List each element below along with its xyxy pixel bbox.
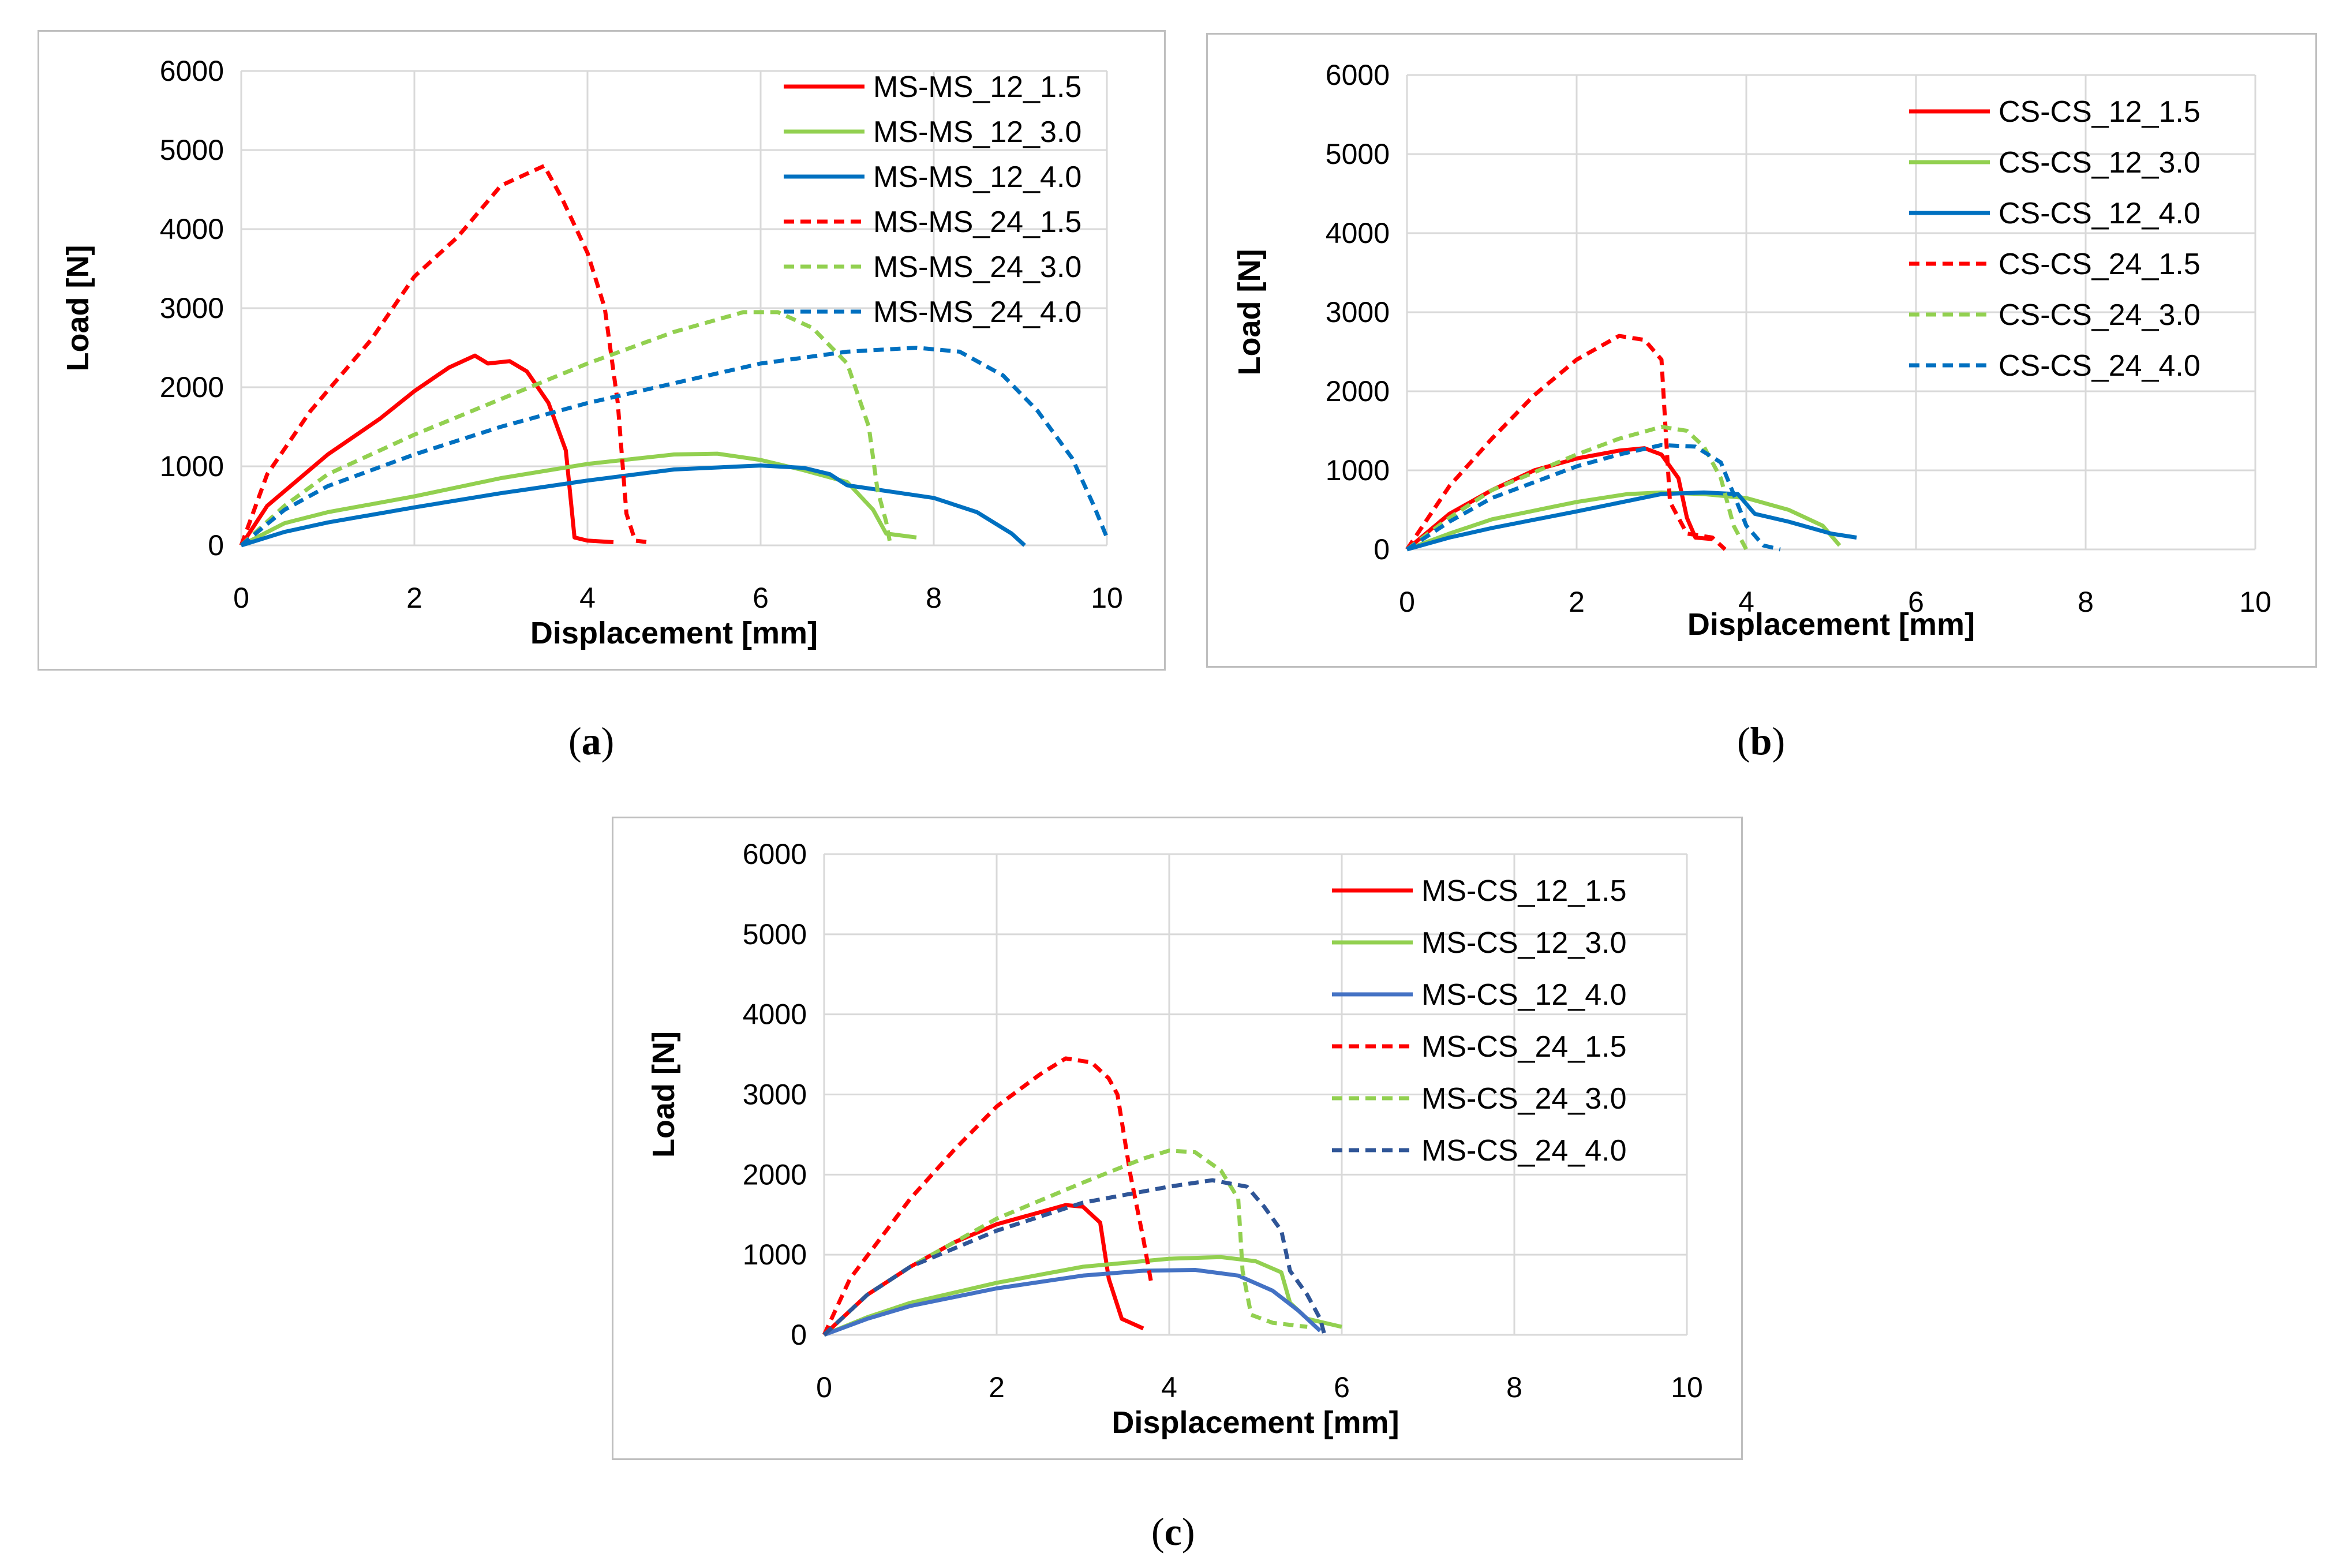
legend-entry-label: CS-CS_12_1.5 <box>1999 95 2200 129</box>
y-tick-label: 0 <box>791 1319 807 1351</box>
x-tick-label: 0 <box>233 582 249 614</box>
legend-entry-label: CS-CS_24_4.0 <box>1999 349 2200 383</box>
series-line <box>239 353 614 547</box>
x-tick-label: 10 <box>1091 582 1123 614</box>
y-tick-label: 3000 <box>743 1079 807 1111</box>
y-tick-label: 2000 <box>1326 375 1390 407</box>
series-line <box>822 1056 1154 1336</box>
series-line <box>1405 425 1749 551</box>
chart-b: 0 1000 2000 3000 4000 5000 6000 0 2 4 6 8 10 Displace… <box>1232 59 2271 642</box>
y-tick-label: 4000 <box>160 213 224 245</box>
x-axis-label: Displacement [mm] <box>1112 1405 1399 1440</box>
x-tick-label: 8 <box>926 582 942 614</box>
y-tick-label: 3000 <box>1326 296 1390 328</box>
y-tick-label: 2000 <box>160 371 224 403</box>
x-tick-label: 8 <box>2078 586 2094 618</box>
y-tick-label: 6000 <box>743 838 807 870</box>
x-tick-label: 6 <box>1334 1371 1350 1404</box>
x-tick-label: 4 <box>1161 1371 1177 1404</box>
series-line <box>822 1178 1327 1337</box>
x-tick-label: 2 <box>406 582 422 614</box>
chart-a: 0 1000 2000 3000 4000 5000 6000 0 2 4 6 8 10 Displace… <box>61 55 1123 650</box>
y-tick-label: 0 <box>1374 533 1390 566</box>
legend-entry-label: CS-CS_12_4.0 <box>1999 197 2200 230</box>
caption-a-letter: a <box>581 719 601 763</box>
y-tick-label: 6000 <box>1326 59 1390 91</box>
legend-entry-label: MS-CS_24_3.0 <box>1421 1082 1627 1116</box>
series-line <box>239 310 893 547</box>
y-tick-label: 1000 <box>743 1238 807 1271</box>
caption-c: (c) <box>1151 1510 1195 1554</box>
legend-entry-label: CS-CS_12_3.0 <box>1999 146 2200 179</box>
y-tick-label: 3000 <box>160 292 224 324</box>
y-tick-label: 0 <box>208 529 224 562</box>
x-tick-label: 4 <box>579 582 596 614</box>
caption-a: (a) <box>568 719 615 763</box>
chart-panel-a: 0 1000 2000 3000 4000 5000 6000 0 2 4 6 8 10 Displace… <box>38 30 1166 671</box>
series-line <box>823 1255 1342 1337</box>
chart-panel-b: 0 1000 2000 3000 4000 5000 6000 0 2 4 6 8 10 Displace… <box>1206 33 2317 668</box>
legend-entry-label: MS-MS_24_4.0 <box>873 295 1081 329</box>
y-tick-label: 5000 <box>160 134 224 166</box>
series-line <box>1405 334 1727 551</box>
y-tick-label: 4000 <box>743 998 807 1031</box>
y-axis-label: Load [N] <box>61 245 95 372</box>
y-tick-label: 5000 <box>1326 138 1390 170</box>
x-tick-label: 6 <box>1908 586 1924 618</box>
legend-entry-label: MS-MS_24_1.5 <box>873 205 1081 239</box>
y-tick-label: 5000 <box>743 918 807 950</box>
series-line <box>239 163 649 547</box>
legend-entry-label: MS-CS_12_3.0 <box>1421 926 1627 960</box>
chart-c: 0 1000 2000 3000 4000 5000 6000 0 2 4 6 8 10 Displace… <box>646 838 1703 1440</box>
legend-entry-label: MS-CS_12_4.0 <box>1421 978 1627 1012</box>
x-tick-label: 10 <box>2239 586 2271 618</box>
x-tick-label: 0 <box>1399 586 1415 618</box>
series-line <box>1405 446 1713 551</box>
x-tick-label: 8 <box>1506 1371 1522 1404</box>
caption-b-letter: b <box>1750 719 1772 763</box>
x-tick-label: 10 <box>1671 1371 1703 1404</box>
x-tick-label: 0 <box>816 1371 832 1404</box>
legend-entry-label: MS-CS_24_1.5 <box>1421 1030 1627 1064</box>
y-tick-label: 2000 <box>743 1158 807 1191</box>
x-axis-label: Displacement [mm] <box>530 616 818 650</box>
chart-panel-c: 0 1000 2000 3000 4000 5000 6000 0 2 4 6 8 10 Displace… <box>612 817 1743 1460</box>
y-tick-label: 4000 <box>1326 217 1390 249</box>
legend-entry-label: MS-CS_12_1.5 <box>1421 874 1627 908</box>
y-tick-label: 1000 <box>160 450 224 482</box>
y-axis-label: Load [N] <box>646 1031 681 1158</box>
x-axis-label: Displacement [mm] <box>1687 607 1975 642</box>
legend-entry-label: MS-CS_24_4.0 <box>1421 1134 1627 1167</box>
y-tick-label: 6000 <box>160 55 224 87</box>
x-tick-label: 4 <box>1738 586 1754 618</box>
series-line <box>1406 490 1857 552</box>
y-tick-label: 1000 <box>1326 454 1390 487</box>
x-tick-label: 6 <box>753 582 769 614</box>
x-tick-label: 2 <box>1569 586 1585 618</box>
legend-entry-label: MS-MS_12_4.0 <box>873 160 1081 194</box>
series-line <box>240 451 917 548</box>
y-axis-label: Load [N] <box>1232 249 1267 376</box>
legend-entry-label: MS-MS_12_3.0 <box>873 115 1081 149</box>
caption-b: (b) <box>1737 719 1786 763</box>
x-tick-label: 2 <box>989 1371 1005 1404</box>
legend-entry-label: CS-CS_24_3.0 <box>1999 298 2200 332</box>
legend-entry-label: MS-MS_12_1.5 <box>873 70 1081 104</box>
legend-entry-label: CS-CS_24_1.5 <box>1999 248 2200 281</box>
series-line <box>240 463 1026 548</box>
series-line <box>239 346 1109 547</box>
caption-c-letter: c <box>1164 1510 1182 1554</box>
series-line <box>1406 443 1781 552</box>
legend-entry-label: MS-MS_24_3.0 <box>873 250 1081 284</box>
series-line <box>823 1268 1322 1337</box>
